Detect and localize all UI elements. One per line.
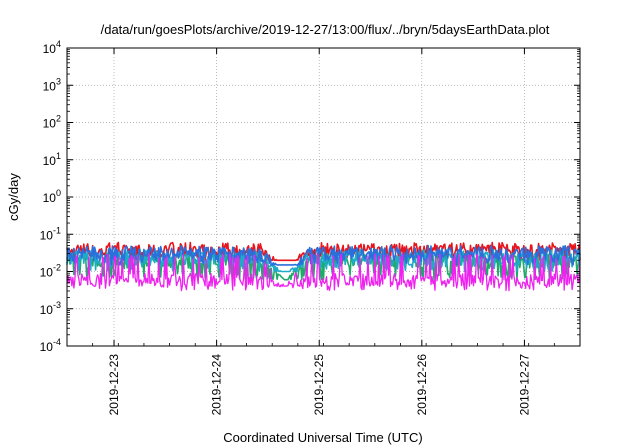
y-axis-label: cGy/day <box>6 173 21 221</box>
x-tick-label: 2019-12-23 <box>107 354 121 416</box>
series-line <box>66 248 581 273</box>
x-axis-label: Coordinated Universal Time (UTC) <box>223 430 422 445</box>
series-group <box>66 241 581 292</box>
series-line <box>66 253 581 292</box>
y-tick-label: 100 <box>43 188 61 205</box>
plot-frame <box>66 47 581 347</box>
y-tick-label: 103 <box>43 76 61 93</box>
y-tick-label: 104 <box>43 39 61 56</box>
y-tick-label: 10-1 <box>40 225 61 242</box>
chart-title: /data/run/goesPlots/archive/2019-12-27/1… <box>101 22 550 37</box>
x-tick-label: 2019-12-24 <box>210 354 224 416</box>
x-tick-label: 2019-12-25 <box>312 354 326 416</box>
y-tick-label: 10-2 <box>40 263 61 280</box>
x-tick-label: 2019-12-26 <box>415 354 429 416</box>
y-tick-label: 10-4 <box>40 337 61 354</box>
x-tick-label: 2019-12-27 <box>517 354 531 416</box>
y-tick-label: 102 <box>43 114 61 131</box>
x-tick-labels: 2019-12-23 2019-12-24 2019-12-25 2019-12-26… <box>107 354 531 416</box>
series-line <box>66 244 581 266</box>
y-tick-label: 10-3 <box>40 300 61 317</box>
y-tick-label: 101 <box>43 151 61 168</box>
grid <box>67 48 580 346</box>
ticks <box>66 47 581 347</box>
y-tick-labels: 10-4 10-3 10-2 10-1 100 101 102 103 104 <box>40 39 61 354</box>
